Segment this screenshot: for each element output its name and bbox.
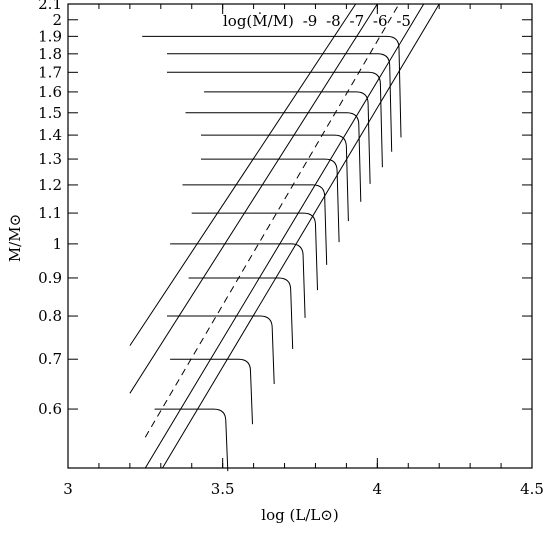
track-line xyxy=(191,212,318,291)
track-line xyxy=(185,112,362,202)
annotation-value-m5: -5 xyxy=(396,12,411,30)
track-line xyxy=(188,277,294,350)
mass-loss-line xyxy=(144,3,425,469)
y-tick-label: 2.1 xyxy=(38,0,62,13)
y-tick-label: 1.3 xyxy=(38,150,62,168)
track-line xyxy=(167,315,275,385)
evolution-tracks xyxy=(142,35,402,472)
y-tick-label: 1 xyxy=(52,235,62,253)
y-tick-label: 2 xyxy=(52,11,62,29)
mdot-annotation: log(Ṁ/M) -9 -8 -7 -6 -5 xyxy=(223,12,411,30)
track-line xyxy=(170,243,306,318)
track-line xyxy=(167,71,383,168)
y-tick-label: 1.4 xyxy=(38,126,62,144)
annotation-value-m6: -6 xyxy=(373,12,388,30)
y-tick-label: 1.1 xyxy=(38,204,62,222)
track-line xyxy=(170,358,253,425)
mass-loss-line xyxy=(144,3,400,438)
axis-ticks: 3 3.5 4 4.5 0.6 0.7 0.8 0.9 1 1.1 1.2 1.3 1.4 1.5 1.6 1… xyxy=(38,0,544,498)
y-tick-label: 1.9 xyxy=(38,27,62,45)
y-axis-title: M/M⊙ xyxy=(6,214,24,262)
track-line xyxy=(201,134,349,222)
mass-loss-lines xyxy=(129,3,440,469)
x-tick-label: 3 xyxy=(63,480,73,498)
y-tick-label: 0.9 xyxy=(38,269,62,287)
y-tick-label: 0.7 xyxy=(38,350,62,368)
y-tick-label: 1.8 xyxy=(38,45,62,63)
annotation-prefix: log(Ṁ/M) xyxy=(223,12,294,30)
track-line xyxy=(142,35,402,138)
y-tick-label: 0.8 xyxy=(38,307,62,325)
y-tick-label: 1.7 xyxy=(38,63,62,81)
annotation-value-m7: -7 xyxy=(350,12,365,30)
mass-loss-line xyxy=(129,3,357,346)
x-tick-label: 4 xyxy=(373,480,383,498)
y-tick-label: 0.6 xyxy=(38,400,62,418)
track-line xyxy=(167,53,393,152)
x-axis-title: log (L/L⊙) xyxy=(261,506,338,524)
y-tick-label: 1.6 xyxy=(38,83,62,101)
y-tick-label: 1.2 xyxy=(38,176,62,194)
plot-frame xyxy=(67,3,533,469)
x-tick-label: 4.5 xyxy=(520,480,544,498)
annotation-value-m9: -9 xyxy=(303,12,318,30)
track-line xyxy=(204,91,371,184)
track-line xyxy=(154,408,229,472)
x-tick-label: 3.5 xyxy=(211,480,235,498)
mass-loss-line xyxy=(129,3,378,394)
y-tick-label: 1.5 xyxy=(38,104,62,122)
annotation-value-m8: -8 xyxy=(326,12,341,30)
mass-loss-line xyxy=(162,3,440,469)
track-line xyxy=(201,158,340,243)
